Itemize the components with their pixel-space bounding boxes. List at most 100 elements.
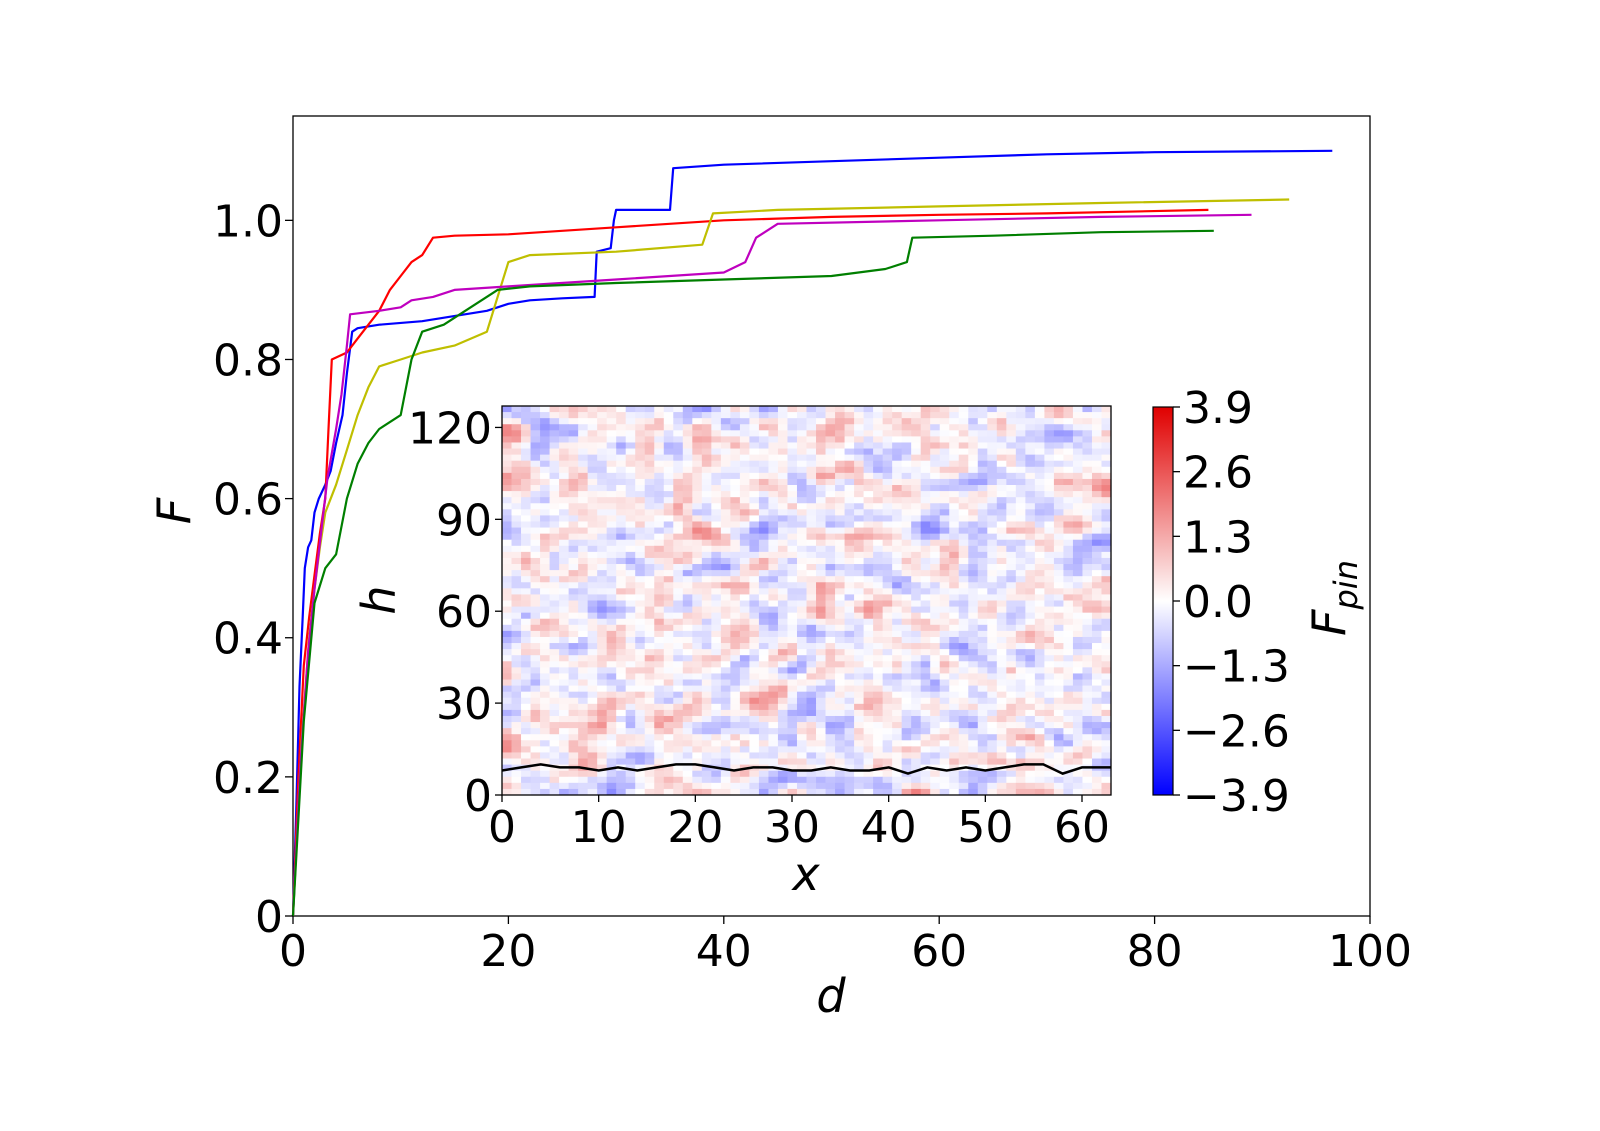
heatmap-cell — [1034, 734, 1045, 741]
heatmap-cell — [540, 406, 550, 413]
heatmap-cell — [854, 491, 864, 498]
heatmap-cell — [616, 406, 627, 413]
heatmap-cell — [901, 728, 912, 735]
heatmap-cell — [587, 564, 598, 571]
heatmap-cell — [654, 679, 665, 686]
heatmap-cell — [987, 564, 998, 571]
heatmap-cell — [673, 497, 684, 504]
heatmap-cell — [939, 740, 950, 747]
heatmap-cell — [1082, 661, 1093, 668]
heatmap-cell — [701, 752, 712, 759]
heatmap-cell — [1082, 715, 1093, 723]
heatmap-cell — [882, 588, 893, 595]
heatmap-cell — [873, 624, 884, 632]
heatmap-cell — [692, 418, 703, 425]
heatmap-cell — [663, 612, 674, 620]
heatmap-cell — [977, 788, 988, 796]
inset-x-tick-label: 30 — [764, 802, 820, 853]
heatmap-cell — [644, 521, 655, 528]
heatmap-cell — [625, 734, 636, 741]
heatmap-cell — [1101, 436, 1112, 443]
heatmap-cell — [578, 454, 589, 462]
heatmap-cell — [540, 412, 550, 419]
heatmap-cell — [796, 533, 807, 541]
heatmap-cell — [777, 770, 788, 778]
heatmap-cell — [654, 521, 665, 528]
heatmap-cell — [1063, 527, 1074, 535]
heatmap-cell — [625, 606, 636, 614]
heatmap-cell — [521, 551, 531, 559]
heatmap-cell — [625, 776, 636, 784]
colorbar-tick-label: −3.9 — [1183, 771, 1290, 822]
heatmap-cell — [1053, 424, 1064, 431]
heatmap-cell — [663, 764, 674, 772]
main-y-ticks: 00.20.40.60.81.0 — [213, 196, 293, 943]
heatmap-cell — [549, 472, 560, 480]
heatmap-cell — [1044, 503, 1055, 510]
heatmap-cell — [616, 412, 627, 419]
heatmap-cell — [835, 503, 845, 510]
heatmap-cell — [996, 746, 1007, 753]
heatmap-cell — [549, 685, 560, 693]
heatmap-cell — [1034, 679, 1045, 686]
heatmap-cell — [949, 606, 960, 614]
heatmap-cell — [844, 466, 855, 474]
heatmap-cell — [854, 582, 864, 589]
heatmap-cell — [739, 448, 750, 456]
heatmap-cell — [549, 746, 560, 753]
heatmap-cell — [939, 509, 950, 516]
heatmap-cell — [635, 776, 646, 784]
heatmap-cell — [920, 636, 931, 644]
heatmap-cell — [692, 570, 703, 577]
heatmap-cell — [1006, 430, 1017, 437]
heatmap-cell — [663, 406, 674, 413]
heatmap-cell — [616, 624, 627, 632]
heatmap-cell — [673, 709, 684, 717]
heatmap-cell — [1015, 661, 1026, 668]
heatmap-cell — [654, 697, 665, 705]
heatmap-cell — [711, 679, 722, 686]
heatmap-cell — [711, 436, 722, 443]
heatmap-cell — [673, 734, 684, 741]
heatmap-cell — [720, 497, 731, 504]
heatmap-cell — [692, 722, 703, 729]
heatmap-cell — [1034, 576, 1045, 583]
heatmap-cell — [977, 746, 988, 753]
heatmap-cell — [806, 557, 817, 565]
heatmap-cell — [787, 509, 798, 516]
heatmap-cell — [987, 703, 998, 711]
heatmap-cell — [949, 515, 960, 522]
heatmap-cell — [920, 667, 931, 674]
heatmap-cell — [730, 618, 741, 626]
heatmap-cell — [882, 722, 893, 729]
heatmap-cell — [825, 776, 836, 784]
heatmap-cell — [720, 588, 731, 595]
heatmap-cell — [1044, 406, 1055, 413]
heatmap-cell — [1072, 460, 1083, 468]
heatmap-cell — [1063, 582, 1074, 589]
heatmap-cell — [977, 624, 988, 632]
heatmap-cell — [606, 527, 617, 535]
heatmap-cell — [901, 734, 912, 741]
heatmap-cell — [844, 643, 855, 650]
heatmap-cell — [863, 436, 874, 443]
heatmap-cell — [920, 606, 931, 614]
heatmap-cell — [873, 424, 884, 431]
heatmap-cell — [739, 782, 750, 790]
heatmap-cell — [720, 624, 731, 632]
heatmap-cell — [863, 406, 874, 413]
heatmap-cell — [644, 503, 655, 510]
heatmap-cell — [1034, 588, 1045, 595]
heatmap-cell — [825, 466, 836, 474]
heatmap-cell — [644, 545, 655, 553]
heatmap-cell — [578, 655, 589, 662]
heatmap-cell — [1101, 406, 1112, 413]
heatmap-cell — [654, 576, 665, 583]
heatmap-cell — [1015, 412, 1026, 419]
heatmap-cell — [873, 679, 884, 686]
heatmap-cell — [587, 618, 598, 626]
heatmap-cell — [758, 436, 769, 443]
heatmap-cell — [530, 466, 541, 474]
heatmap-cell — [701, 588, 712, 595]
heatmap-cell — [730, 527, 741, 535]
